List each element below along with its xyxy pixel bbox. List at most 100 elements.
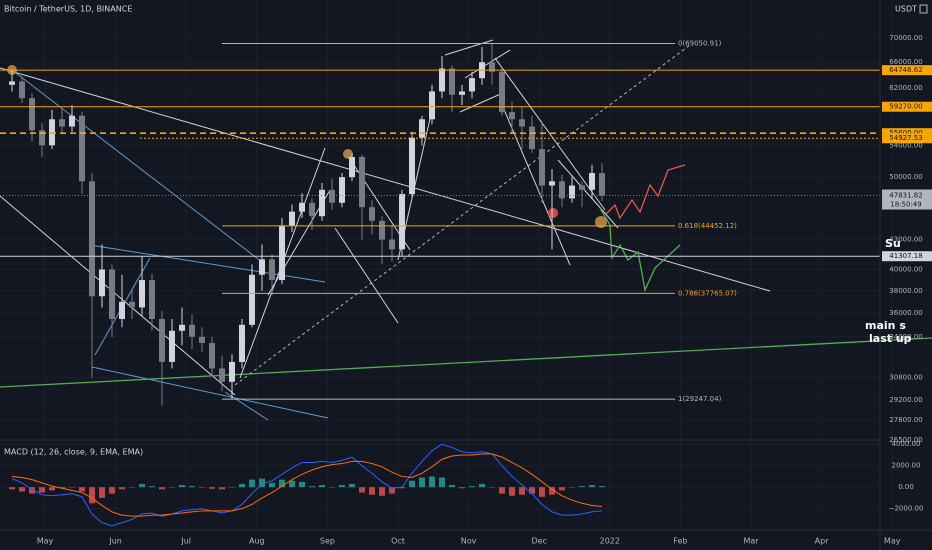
candle-body — [139, 280, 145, 308]
candle-body — [209, 342, 215, 369]
candle-body — [419, 119, 425, 138]
y-tick-label: 26500.00 — [889, 436, 922, 444]
candle-body — [429, 91, 435, 120]
x-tick-label: Feb — [673, 537, 687, 546]
price-axis: 70000.00 66000.00 62000.00 54000.00 50000.00… — [882, 34, 932, 513]
currency-icon[interactable] — [919, 4, 928, 14]
marker — [343, 149, 353, 159]
price-label: 59270.00 — [889, 103, 922, 111]
candle-body — [39, 130, 45, 146]
x-tick-label: 2022 — [600, 537, 620, 546]
price-label-box — [882, 101, 932, 112]
candle-body — [179, 324, 185, 331]
macd-histogram-bar — [349, 483, 355, 488]
macd-histogram-bar — [89, 487, 95, 504]
candle-body — [549, 181, 555, 186]
macd-histogram-bar — [369, 487, 375, 495]
candle-body — [459, 91, 465, 95]
price-lines: 0(69050.91) 0.618(44452.12) 0.786(37765.07… — [0, 39, 880, 403]
macd-histogram-bar — [549, 487, 555, 495]
marker — [548, 208, 558, 218]
macd-histogram-bar — [239, 483, 245, 488]
macd-histogram-bar — [389, 487, 395, 494]
candle-body — [369, 207, 375, 221]
candle-body — [499, 71, 505, 113]
grid — [0, 0, 892, 530]
macd-histogram-bar — [199, 487, 205, 488]
candle-body — [59, 119, 65, 127]
macd-histogram-bar — [119, 487, 125, 490]
macd-histogram-bar — [449, 485, 455, 488]
macd-histogram-bar — [169, 487, 175, 488]
y-tick-label: 27800.00 — [889, 416, 922, 424]
macd-histogram-bar — [99, 487, 105, 498]
x-tick-label: Nov — [461, 537, 477, 546]
candle-body — [359, 156, 365, 208]
x-tick-label: Mar — [743, 537, 759, 546]
macd-tick-label: −2000.00 — [889, 505, 924, 513]
candle-body — [49, 119, 55, 146]
macd-histogram-bar — [499, 487, 505, 494]
annotation: last up — [869, 332, 912, 345]
macd-histogram-bar — [69, 487, 75, 488]
candle-body — [589, 173, 595, 190]
macd-histogram-bar — [459, 487, 465, 489]
macd-histogram-bar — [419, 477, 425, 488]
x-tick-label: May — [884, 537, 901, 546]
fib-label: 0.618(44452.12) — [678, 222, 737, 230]
candle-body — [489, 62, 495, 72]
macd-tick-label: 4000.00 — [892, 440, 921, 448]
candle-body — [69, 115, 75, 127]
annotation: Su — [885, 237, 901, 250]
macd-histogram-bar — [439, 477, 445, 488]
macd-histogram-bar — [509, 487, 515, 496]
price-label-box — [882, 128, 932, 139]
candles — [9, 43, 605, 406]
x-tick-label: May — [37, 537, 54, 546]
channel-line — [334, 227, 399, 324]
macd-histogram-bar — [309, 486, 315, 488]
candle-body — [279, 225, 285, 281]
price-label: 55600.00 — [889, 129, 922, 137]
macd-histogram-bar — [139, 483, 145, 488]
price-label: 64746.62 — [889, 66, 922, 74]
candle-body — [79, 115, 85, 182]
channel-line — [444, 39, 494, 56]
candle-body — [399, 194, 405, 250]
y-tick-label: 43000.00 — [889, 236, 922, 244]
candle-body — [379, 220, 385, 240]
candle-body — [519, 119, 525, 127]
macd-histogram-bar — [539, 487, 545, 497]
y-tick-label: 38000.00 — [889, 287, 922, 295]
price-label: 41307.18 — [889, 252, 922, 260]
macd-histogram-bar — [599, 486, 605, 488]
channel-line — [459, 91, 506, 113]
y-tick-label: 29200.00 — [889, 396, 922, 404]
macd-line — [11, 453, 603, 517]
candle-body — [569, 185, 575, 199]
fib-label: 1(29247.04) — [678, 395, 722, 403]
y-tick-label: 30800.00 — [889, 374, 922, 382]
currency[interactable]: USDT — [895, 5, 917, 14]
candle-body — [349, 156, 355, 178]
macd-histogram-bar — [29, 487, 35, 494]
candle-body — [149, 280, 155, 319]
candle-body — [239, 324, 245, 362]
last-price-label: 47831.82 — [889, 192, 922, 200]
candle-body — [129, 301, 135, 308]
candle-body — [119, 301, 125, 319]
last-price-box — [882, 189, 932, 210]
macd-histogram-bar — [529, 487, 535, 494]
price-label: 54927.53 — [889, 134, 922, 142]
candle-body — [509, 112, 515, 120]
macd-histogram-bar — [409, 480, 415, 488]
macd-histogram-bar — [59, 487, 65, 489]
y-tick-label: 36000.00 — [889, 309, 922, 317]
macd-histogram-bar — [319, 485, 325, 488]
marker — [595, 216, 607, 228]
chart-title: Bitcoin / TetherUS, 1D, BINANCE — [4, 5, 132, 14]
y-tick-label: 50000.00 — [889, 173, 922, 181]
candle-body — [249, 274, 255, 325]
